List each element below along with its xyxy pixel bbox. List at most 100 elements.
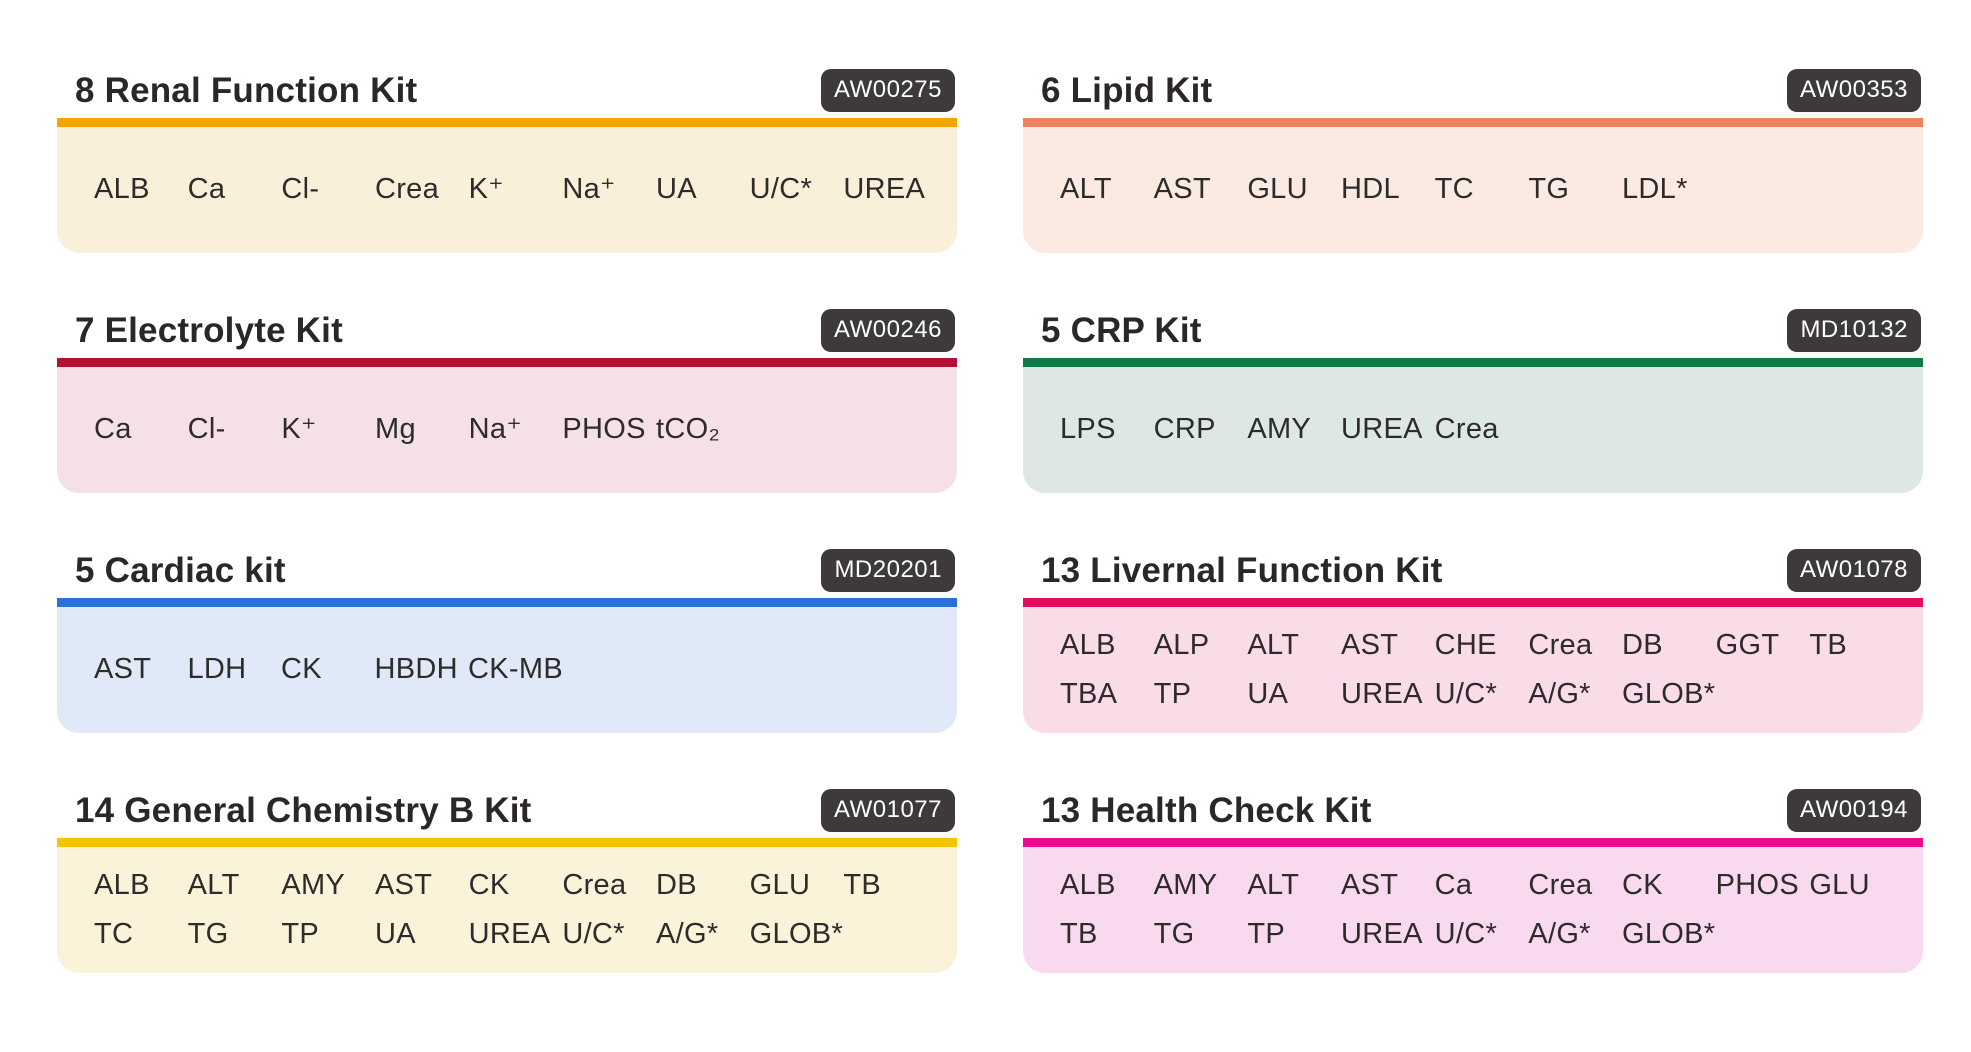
test-item: A/G*	[1528, 918, 1591, 950]
test-item: Na⁺	[562, 173, 616, 206]
test-item: U/C*	[1434, 918, 1498, 950]
test-item: PHOS	[562, 413, 646, 446]
kit-color-bar	[57, 358, 957, 367]
kit-color-bar	[1023, 118, 1923, 127]
kit-test-panel: ALB AMY ALT AST Ca Crea CK PHOS GLU TB TG TP UREA U/C…	[1023, 847, 1923, 973]
kit-title: 8 Renal Function Kit	[75, 70, 418, 110]
test-item: Na⁺	[468, 413, 522, 446]
kit-color-bar	[1023, 598, 1923, 607]
test-item: U/C*	[562, 918, 625, 950]
test-item: ALT	[1247, 628, 1300, 661]
test-item: K⁺	[468, 173, 504, 206]
test-item: UA	[1247, 678, 1289, 710]
test-item: UREA	[843, 173, 926, 206]
test-item: GLU	[1247, 173, 1308, 206]
test-item: Crea	[374, 173, 440, 206]
test-item: A/G*	[655, 918, 719, 950]
test-item: UREA	[1340, 678, 1423, 710]
kit-color-bar	[57, 598, 957, 607]
test-row: ALB ALT AMY AST CK Crea DB GLU TB	[94, 869, 937, 902]
kit-code-badge: AW01078	[1786, 548, 1921, 592]
test-item: Crea	[562, 868, 627, 901]
test-row: ALB Ca Cl- Crea K⁺ Na⁺ UA U/C* UREA	[94, 173, 937, 206]
kit-header: 5 CRP Kit MD10132	[1023, 302, 1923, 358]
test-item: ALB	[94, 868, 150, 901]
test-item: CK	[281, 653, 322, 686]
test-row: LPS CRP AMY UREA Crea	[1060, 413, 1903, 446]
test-item: ALT	[1247, 868, 1300, 901]
test-item: ALT	[1060, 173, 1112, 206]
test-item: TP	[1153, 678, 1192, 710]
test-item: TG	[1528, 173, 1570, 206]
test-row: ALB ALP ALT AST CHE Crea DB GGT TB	[1060, 629, 1903, 662]
test-item: UA	[655, 173, 697, 206]
test-item: TG	[187, 918, 229, 950]
kit-title: 5 Cardiac kit	[75, 550, 286, 590]
kit-color-bar	[57, 118, 957, 127]
test-item: A/G*	[1528, 678, 1591, 710]
test-item: DB	[1621, 628, 1663, 661]
test-row: ALB AMY ALT AST Ca Crea CK PHOS GLU	[1060, 869, 1903, 902]
test-item: Crea	[1528, 868, 1593, 901]
test-item: CRP	[1153, 413, 1216, 446]
kit-title: 7 Electrolyte Kit	[75, 310, 343, 350]
kit-card-aw00246: 7 Electrolyte Kit AW00246 Ca Cl- K⁺ Mg Na⁺ PH…	[57, 302, 957, 493]
test-row: ALT AST GLU HDL TC TG LDL*	[1060, 173, 1903, 206]
test-item: TB	[843, 868, 881, 901]
kit-title: 5 CRP Kit	[1041, 310, 1202, 350]
kit-code-badge: MD20201	[821, 548, 955, 592]
test-item: CK-MB	[468, 653, 563, 686]
kit-test-panel: Ca Cl- K⁺ Mg Na⁺ PHOS tCO₂	[57, 367, 957, 493]
kit-code-badge: MD10132	[1787, 308, 1921, 352]
test-item: TC	[1434, 173, 1474, 206]
kit-title: 13 Livernal Function Kit	[1041, 550, 1443, 590]
test-item: DB	[655, 868, 697, 901]
test-item: U/C*	[1434, 678, 1498, 710]
kit-code-badge: AW00246	[820, 308, 955, 352]
kit-color-bar	[57, 838, 957, 847]
test-item: HDL	[1340, 173, 1400, 206]
test-item: LDH	[187, 653, 247, 686]
test-row: TBA TP UA UREA U/C* A/G* GLOB*	[1060, 678, 1903, 711]
test-item: ALB	[1060, 868, 1116, 901]
test-item: TB	[1060, 918, 1098, 950]
kit-header: 8 Renal Function Kit AW00275	[57, 62, 957, 118]
kit-test-panel: ALB ALT AMY AST CK Crea DB GLU TB TC TG TP UA UREA U/C…	[57, 847, 957, 973]
kit-test-panel: ALT AST GLU HDL TC TG LDL*	[1023, 127, 1923, 253]
kit-code-badge: AW00275	[820, 68, 955, 112]
kit-card-aw00275: 8 Renal Function Kit AW00275 ALB Ca Cl- Cre…	[57, 62, 957, 253]
test-item: CHE	[1434, 628, 1497, 661]
test-row: AST LDH CK HBDH CK-MB	[94, 653, 937, 686]
test-row: Ca Cl- K⁺ Mg Na⁺ PHOS tCO₂	[94, 413, 937, 446]
test-item: HBDH	[374, 653, 458, 686]
test-item: TBA	[1060, 678, 1118, 710]
kit-code-badge: AW00353	[1786, 68, 1921, 112]
kit-test-panel: AST LDH CK HBDH CK-MB	[57, 607, 957, 733]
test-item: GLU	[1809, 868, 1870, 901]
test-item: Ca	[187, 173, 226, 206]
test-item: TP	[1247, 918, 1285, 950]
kit-card-aw01077: 14 General Chemistry B Kit AW01077 ALB AL…	[57, 782, 957, 973]
kit-title: 14 General Chemistry B Kit	[75, 790, 532, 830]
kit-test-panel: ALB ALP ALT AST CHE Crea DB GGT TB TBA TP UA UREA U/C…	[1023, 607, 1923, 733]
kit-title: 13 Health Check Kit	[1041, 790, 1372, 830]
test-item: LPS	[1060, 413, 1116, 446]
kit-test-panel: ALB Ca Cl- Crea K⁺ Na⁺ UA U/C* UREA	[57, 127, 957, 253]
test-item: AST	[94, 653, 152, 686]
test-item: ALB	[94, 173, 150, 206]
test-item: PHOS	[1715, 868, 1800, 901]
test-item: Ca	[94, 413, 132, 446]
test-item: AMY	[1153, 868, 1218, 901]
test-item: UREA	[468, 918, 551, 950]
test-item: AST	[1340, 868, 1399, 901]
test-item: GLOB*	[1621, 918, 1716, 950]
test-item: K⁺	[281, 413, 317, 446]
test-item: Cl-	[187, 413, 226, 446]
kit-card-md20201: 5 Cardiac kit MD20201 AST LDH CK HBDH CK-MB	[57, 542, 957, 733]
test-item: AST	[1153, 173, 1211, 206]
test-item: TP	[281, 918, 319, 950]
test-item: Ca	[1434, 868, 1473, 901]
kit-header: 7 Electrolyte Kit AW00246	[57, 302, 957, 358]
test-item: Crea	[1528, 628, 1593, 661]
kit-header: 6 Lipid Kit AW00353	[1023, 62, 1923, 118]
